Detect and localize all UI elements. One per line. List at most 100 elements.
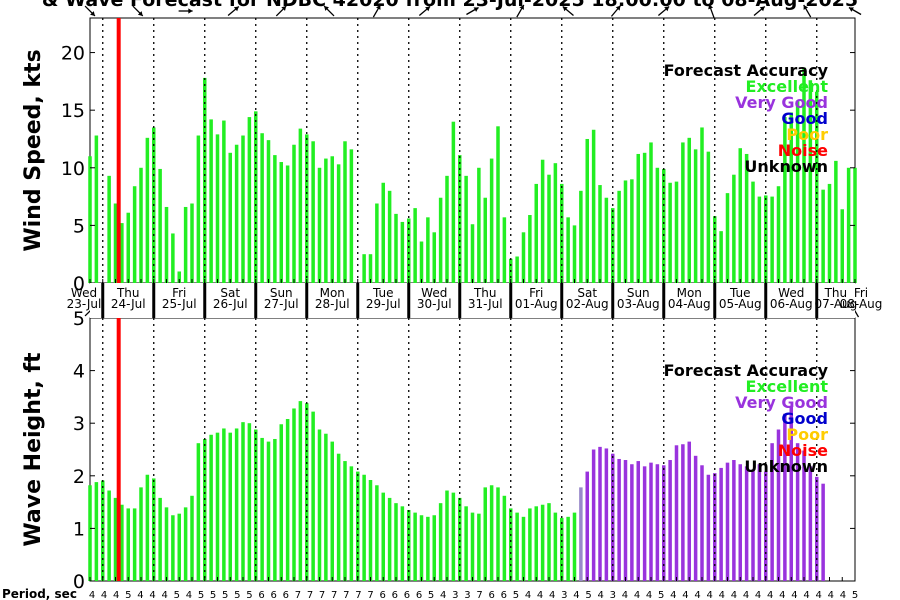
bar [732,174,736,283]
bar [368,480,373,581]
direction-arrow [372,4,381,18]
y-tick-label: 4 [73,361,85,383]
period-value: 7 [355,590,361,600]
bar [763,471,768,581]
bar [273,155,277,283]
date-strip-date: 03-Aug [617,297,660,311]
bar [489,485,494,581]
y-tick-label: 0 [73,571,85,593]
period-value: 4 [828,590,834,600]
date-strip-weekday: Tue [372,286,394,300]
date-strip-weekday: Thu [824,286,848,300]
bar [547,174,551,283]
bar [419,241,424,283]
bar [770,196,774,283]
direction-arrow [848,6,862,16]
date-strip-date: 27-Jul [264,297,299,311]
bar [139,167,143,283]
bar [783,413,787,581]
bar [177,271,182,283]
period-row: Period, sec 4 4 4 5 4 4 4 5 4 5 5 5 5 5 6 6 6 7 7 7 7 7 7 7 6 6 6 6 5… [2,587,858,600]
bar [336,453,341,581]
period-value: 6 [488,590,494,600]
bar [317,167,322,283]
bar [579,487,583,581]
period-value: 4 [682,590,688,600]
date-strip-weekday: Wed [421,286,447,300]
bar [432,232,437,283]
bar [145,474,150,581]
y-tick-label: 5 [73,215,85,237]
y-tick-label: 10 [61,158,85,180]
arrow-head [664,6,670,12]
bar [311,411,315,581]
bar [406,218,411,283]
bar [598,185,602,283]
bar [681,444,685,581]
bar [368,254,373,283]
period-value: 6 [283,590,289,600]
bar [821,483,825,581]
bar [515,512,519,581]
bar [572,512,577,581]
period-value: 4 [525,590,531,600]
y-tick-label: 3 [73,413,85,435]
period-value: 4 [573,590,579,600]
bar [362,254,366,283]
legend-item-poor: Poor [786,425,828,444]
bar [438,503,443,581]
legend-item-good: Good [781,109,828,128]
bar [470,224,475,283]
bar [406,509,411,581]
legend-item-poor: Poor [786,125,828,144]
arrow-head [90,11,95,16]
bar [617,190,621,283]
period-value: 4 [634,590,640,600]
bar [719,467,723,581]
bar [700,465,704,581]
legend-item-noise: Noise [778,441,828,460]
y-tick-label: 2 [73,466,85,488]
date-strip-weekday: Mon [320,286,345,300]
date-strip-date: 31-Jul [468,297,503,311]
bar [209,119,213,284]
period-value: 4 [549,590,555,600]
bar [432,515,437,581]
date-strip: Wed23-JulThu24-JulFri25-JulSat26-JulSun2… [67,283,883,318]
direction-arrow [227,6,240,16]
bar [228,152,233,283]
period-value: 4 [537,590,543,600]
bar [712,216,717,283]
date-strip-date: 08-Aug [840,297,883,311]
bar [209,434,213,581]
date-strip-date: 23-Jul [67,297,102,311]
y-tick-label: 5 [73,308,85,330]
bar [394,503,398,581]
bar [273,438,277,581]
period-value: 4 [694,590,700,600]
bar [540,504,545,581]
bar [120,504,124,581]
bar [445,175,449,283]
bar [349,149,354,283]
bar [215,432,220,581]
wave-height-panel: 0 1 2 3 4 5 Wave Height, ft Forecast AccuracyEx… [21,304,860,593]
bar [668,460,672,581]
direction-arrow [516,4,525,18]
bar [343,461,347,581]
bar [451,492,456,581]
bar [751,181,755,283]
bar [126,212,131,283]
bar [502,495,507,581]
bar [362,474,366,581]
bar [623,180,628,283]
bar [215,134,220,283]
period-value: 3 [610,590,616,600]
arrow-head [376,4,381,10]
bar [375,485,379,581]
bar [706,151,711,283]
bar [496,126,500,283]
period-value: 4 [89,590,95,600]
bar [464,175,468,283]
period-value: 6 [501,590,507,600]
